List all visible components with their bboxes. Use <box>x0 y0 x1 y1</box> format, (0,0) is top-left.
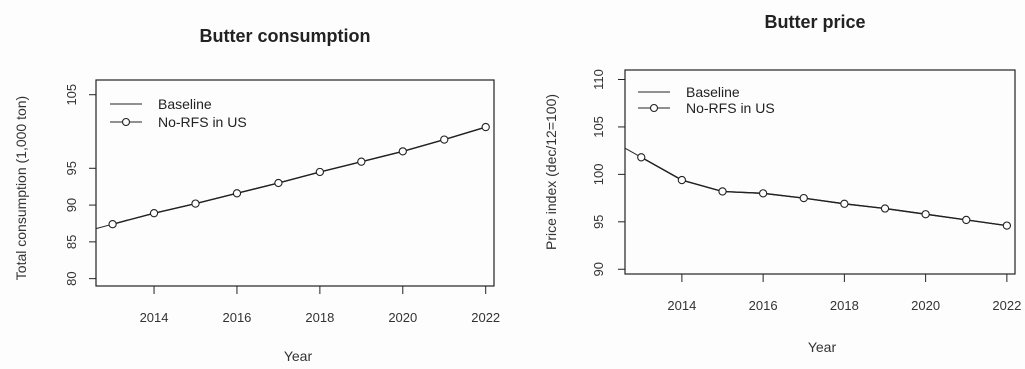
no-rfs-point <box>108 220 117 229</box>
no-rfs-point <box>232 189 242 198</box>
y-tick-label: 95 <box>64 161 79 175</box>
no-rfs-point <box>274 178 283 188</box>
x-axis-label: Year <box>284 348 313 364</box>
no-rfs-point <box>481 122 490 132</box>
no-rfs-point <box>637 153 646 162</box>
y-tick-label: 95 <box>591 215 606 229</box>
x-axis: 2014 2016 2018 2020 2022 <box>667 274 1021 313</box>
panel-butter-consumption: Butter consumption 2014 2016 2018 2020 2022 … <box>13 26 500 364</box>
y-tick-label: 90 <box>64 198 79 212</box>
plot-frame <box>95 79 495 287</box>
no-rfs-point <box>962 215 971 225</box>
x-tick-label: 2016 <box>749 298 778 313</box>
y-tick-label: 100 <box>591 164 606 186</box>
y-tick-label: 90 <box>591 262 606 276</box>
no-rfs-point <box>191 199 200 208</box>
no-rfs-line <box>640 156 1007 227</box>
no-rfs-point <box>799 193 808 203</box>
x-tick-label: 2022 <box>471 310 500 325</box>
legend-norfs-label: No-RFS in US <box>686 100 775 116</box>
no-rfs-point <box>315 167 325 177</box>
x-axis: 2014 2016 2018 2020 2022 <box>140 286 500 325</box>
plot-area <box>95 122 490 230</box>
y-axis: 80 85 90 95 105 <box>64 84 96 286</box>
no-rfs-point <box>677 175 687 185</box>
y-tick-label: 105 <box>591 116 606 138</box>
x-tick-label: 2014 <box>667 298 696 313</box>
legend-norfs-marker <box>121 117 131 127</box>
y-tick-label: 85 <box>64 235 79 249</box>
x-tick-label: 2014 <box>140 310 169 325</box>
plot-frame <box>624 69 1016 275</box>
x-tick-label: 2016 <box>222 310 251 325</box>
x-tick-label: 2020 <box>388 310 417 325</box>
no-rfs-point <box>398 147 407 156</box>
legend-norfs-marker <box>649 103 659 113</box>
legend-baseline-label: Baseline <box>686 84 740 100</box>
y-tick-label: 110 <box>591 69 606 90</box>
no-rfs-point <box>758 189 768 198</box>
legend-norfs-label: No-RFS in US <box>158 114 247 130</box>
no-rfs-point <box>921 210 930 219</box>
no-rfs-line <box>112 126 486 225</box>
no-rfs-point <box>149 209 159 218</box>
plot-area <box>624 147 1012 230</box>
x-tick-label: 2018 <box>305 310 334 325</box>
y-tick-label: 105 <box>64 84 79 106</box>
y-axis-label: Price index (dec/12=100) <box>543 94 559 250</box>
legend: Baseline No-RFS in US <box>110 96 247 130</box>
chart-title: Butter consumption <box>200 26 371 46</box>
y-tick-label: 80 <box>64 271 79 285</box>
no-rfs-point <box>1002 221 1012 230</box>
panel-butter-price: Butter price 2014 2016 2018 2020 2022 90 95 10… <box>543 12 1021 355</box>
chart-title: Butter price <box>764 12 865 32</box>
no-rfs-point <box>357 157 366 166</box>
y-axis: 90 95 100 105 110 <box>591 69 625 276</box>
legend: Baseline No-RFS in US <box>638 84 775 116</box>
y-axis-label: Total consumption (1,000 ton) <box>13 96 29 280</box>
x-axis-label: Year <box>808 339 837 355</box>
no-rfs-point <box>718 187 727 196</box>
no-rfs-point <box>440 135 449 144</box>
x-tick-label: 2020 <box>911 298 940 313</box>
legend-baseline-label: Baseline <box>158 96 212 112</box>
x-tick-label: 2022 <box>992 298 1021 313</box>
baseline-line <box>640 156 1007 227</box>
no-rfs-point <box>840 199 849 208</box>
x-tick-label: 2018 <box>830 298 859 313</box>
no-rfs-point <box>880 204 890 213</box>
